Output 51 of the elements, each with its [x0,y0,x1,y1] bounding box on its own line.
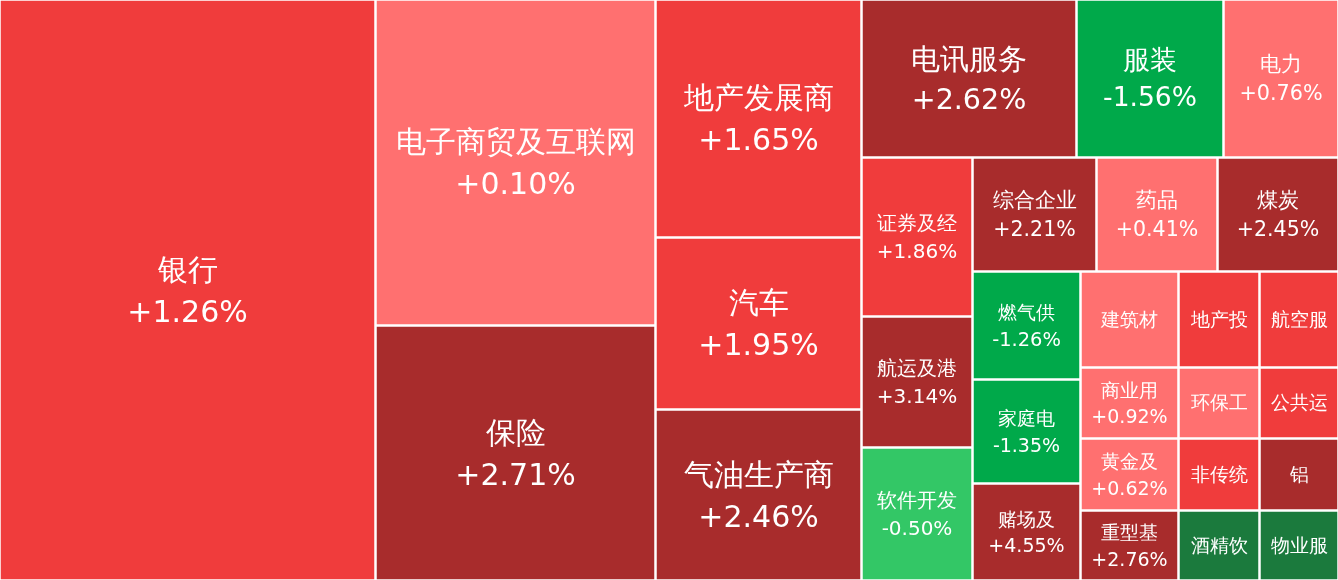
category-label: 汽车 [728,285,789,320]
category-label: 电力 [1260,52,1302,77]
category-label: 燃气供 [998,300,1055,324]
data-label: +2.71% [455,456,576,492]
category-label: 物业服 [1270,533,1328,556]
data-label: +2.62% [911,82,1027,116]
data-label: -1.35% [992,433,1061,456]
category-label: 地产投 [1189,307,1248,330]
category-label: 地产发展商 [682,80,834,115]
category-label: 非传统 [1190,462,1248,485]
category-label: 商业用 [1101,378,1158,401]
data-label: +1.65% [698,122,819,157]
data-label: +1.86% [876,239,958,263]
category-label: 证券及经 [877,211,957,235]
category-label: 药品 [1136,188,1178,213]
category-label: 赌场及 [998,507,1055,530]
category-label: 软件开发 [877,488,957,512]
category-label: 银行 [156,251,218,287]
category-label: 建筑材 [1100,307,1158,330]
data-label: +2.21% [993,216,1076,241]
data-label: +0.92% [1091,405,1168,428]
category-label: 航空服 [1270,307,1328,330]
data-label: +1.95% [698,327,819,362]
category-label: 煤炭 [1257,188,1299,213]
category-label: 电子商贸及互联网 [395,124,636,159]
category-label: 服装 [1123,44,1177,76]
data-label: +0.76% [1239,81,1323,106]
data-label: +1.26% [127,293,248,329]
data-label: +4.55% [988,534,1065,557]
category-label: 家庭电 [998,407,1055,430]
category-label: 保险 [485,414,546,450]
data-label: +3.14% [876,384,958,408]
data-label: +2.76% [1091,547,1168,570]
category-label: 黄金及 [1101,450,1158,473]
category-label: 航运及港 [877,356,957,380]
data-label: -1.56% [1103,81,1197,113]
category-label: 公共运 [1270,391,1328,413]
data-label: +0.10% [455,166,576,201]
category-label: 铝 [1288,462,1309,485]
data-label: +0.41% [1115,216,1199,241]
category-label: 电讯服务 [911,42,1027,76]
category-label: 综合企业 [992,188,1077,213]
data-label: +2.46% [698,498,819,534]
data-label: +2.45% [1236,216,1320,241]
data-label: -1.26% [992,328,1061,352]
data-label: +0.62% [1091,476,1168,499]
category-label: 气油生产商 [683,456,834,492]
category-label: 重型基 [1101,521,1158,544]
data-label: -0.50% [881,516,953,540]
category-label: 酒精饮 [1190,533,1248,556]
category-label: 环保工 [1190,391,1248,413]
